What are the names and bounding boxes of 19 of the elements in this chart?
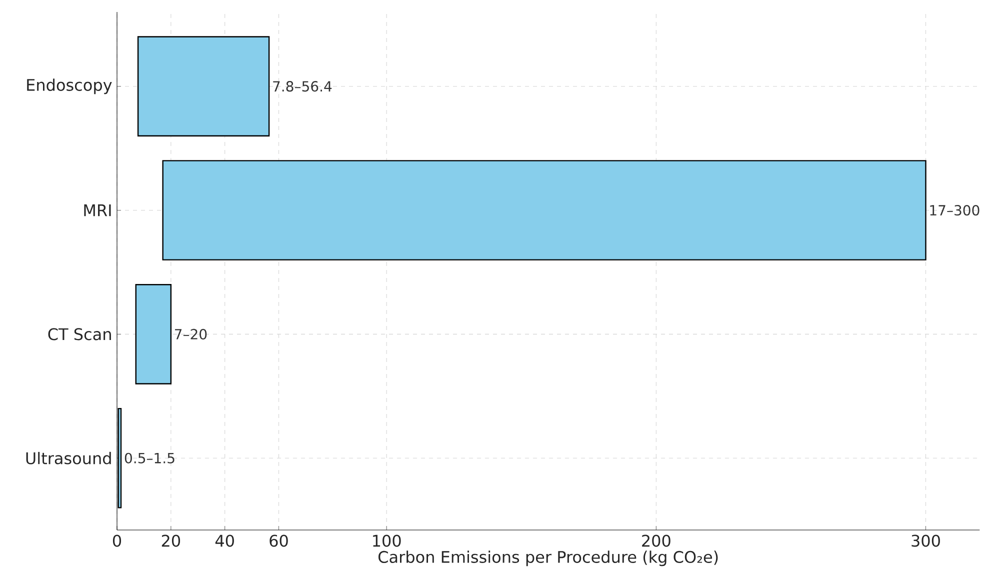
- data-label: 17–300: [930, 204, 980, 216]
- x-tick-label: 40: [215, 534, 234, 547]
- y-tick-label: Endoscopy: [27, 78, 112, 94]
- data-label: 7–20: [175, 328, 207, 340]
- y-tick-label: Ultrasound: [26, 452, 111, 464]
- data-label: 7.8–56.4: [273, 81, 332, 92]
- x-tick-label: 200: [642, 534, 670, 547]
- bar: [135, 284, 172, 384]
- x-tick-label: 0: [112, 534, 122, 547]
- bar: [137, 36, 270, 137]
- data-label: 0.5–1.5: [124, 452, 174, 464]
- y-tick-label: CT Scan: [48, 328, 111, 340]
- y-tick-label: MRI: [84, 204, 111, 216]
- bar: [162, 160, 926, 260]
- x-tick-label: 20: [162, 534, 180, 547]
- x-tick-label: 300: [912, 534, 940, 547]
- x-axis-title: Carbon Emissions per Procedure (kg CO₂e): [378, 550, 718, 566]
- x-tick-label: 60: [270, 534, 288, 547]
- x-tick-label: 100: [373, 534, 401, 547]
